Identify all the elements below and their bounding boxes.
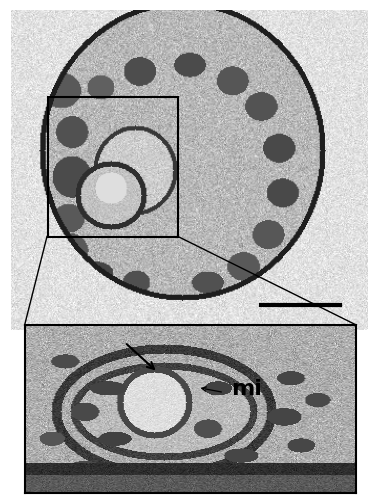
Text: mi: mi [231, 379, 262, 399]
Bar [47, 97, 179, 237]
